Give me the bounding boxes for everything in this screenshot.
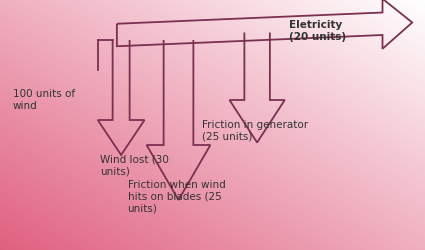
Text: Friction in generator
(25 units): Friction in generator (25 units) <box>202 120 308 142</box>
Text: Friction when wind
hits on blades (25
units): Friction when wind hits on blades (25 un… <box>128 180 225 213</box>
Text: Eletricity
(20 units): Eletricity (20 units) <box>289 20 346 42</box>
Text: 100 units of
wind: 100 units of wind <box>13 89 75 111</box>
Text: Wind lost (30
units): Wind lost (30 units) <box>100 155 169 176</box>
